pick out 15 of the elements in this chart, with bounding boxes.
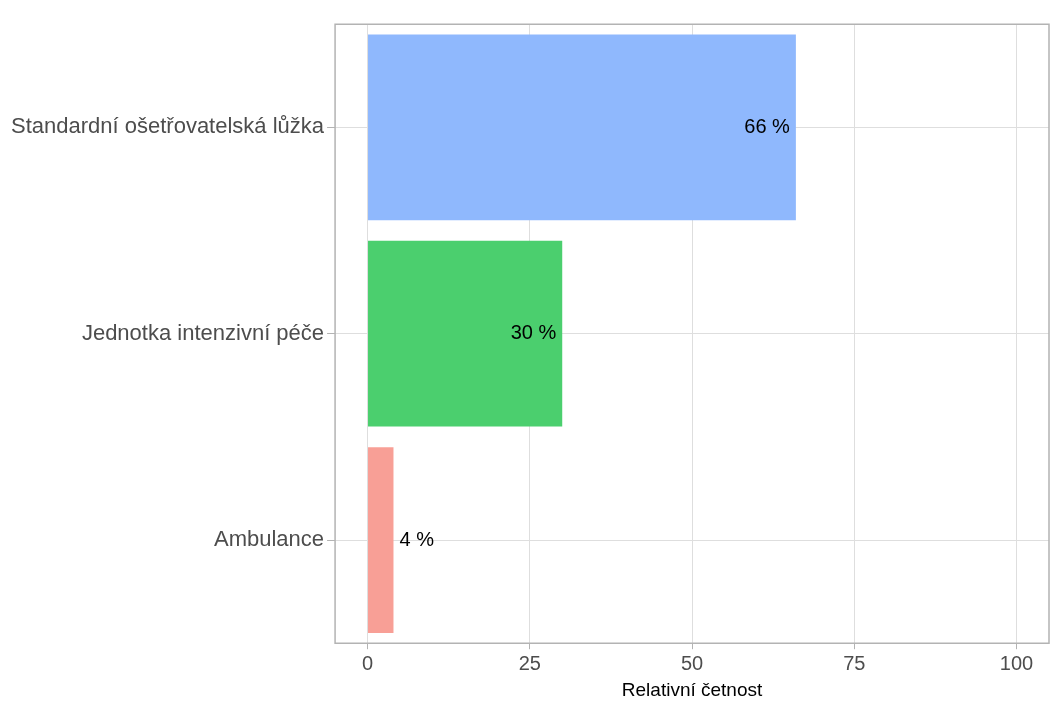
- y-tick-label: Jednotka intenzivní péče: [81, 319, 325, 345]
- bar: [368, 240, 563, 427]
- x-tick-label: 0: [361, 651, 374, 674]
- bar: [368, 34, 796, 221]
- bar: [368, 447, 394, 633]
- y-tick-label: Standardní ošetřovatelská lůžka: [10, 113, 325, 139]
- data-label: 30 %: [510, 321, 557, 344]
- x-tick-label: 75: [843, 651, 866, 674]
- data-label: 66 %: [744, 114, 791, 137]
- y-tick-label: Ambulance: [213, 526, 325, 552]
- data-label: 4 %: [399, 527, 435, 550]
- x-tick-label: 25: [518, 651, 541, 674]
- x-axis-title: Relativní četnost: [621, 678, 763, 700]
- x-tick-label: 50: [680, 651, 704, 674]
- x-tick-label: 100: [999, 651, 1034, 674]
